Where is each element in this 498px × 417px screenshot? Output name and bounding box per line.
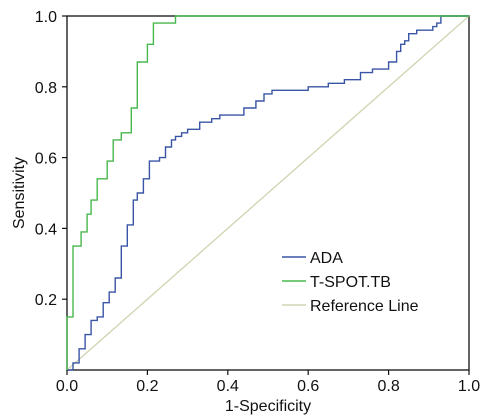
y-tick-label: 0.8 (35, 80, 57, 97)
y-axis-ticks: 0.2 0.4 0.6 0.8 1.0 (35, 9, 67, 309)
x-tick-label: 0.8 (377, 378, 399, 395)
series-line-t-spot-tb (66, 15, 469, 370)
series-line-ada (67, 15, 469, 371)
x-tick-label: 0.2 (136, 378, 158, 395)
y-axis-title: Sensitivity (11, 157, 28, 229)
legend-label-t-spot-tb: T-SPOT.TB (310, 274, 391, 291)
y-tick-label: 1.0 (35, 9, 57, 26)
legend: ADA T-SPOT.TB Reference Line (282, 250, 419, 315)
x-axis-ticks: 0.0 0.2 0.4 0.6 0.8 1.0 (56, 370, 480, 395)
y-tick-label: 0.2 (35, 292, 57, 309)
series-layer (66, 15, 470, 371)
y-tick-label: 0.4 (35, 221, 57, 238)
x-tick-label: 0.4 (217, 378, 239, 395)
legend-label-reference-line: Reference Line (310, 298, 419, 315)
x-tick-label: 0.0 (56, 378, 78, 395)
y-tick-label: 0.6 (35, 151, 57, 168)
x-axis-title: 1-Specificity (225, 398, 311, 415)
series-line-reference-line (66, 15, 470, 371)
legend-label-ada: ADA (310, 250, 343, 267)
x-tick-label: 0.6 (297, 378, 319, 395)
x-tick-label: 1.0 (458, 378, 480, 395)
